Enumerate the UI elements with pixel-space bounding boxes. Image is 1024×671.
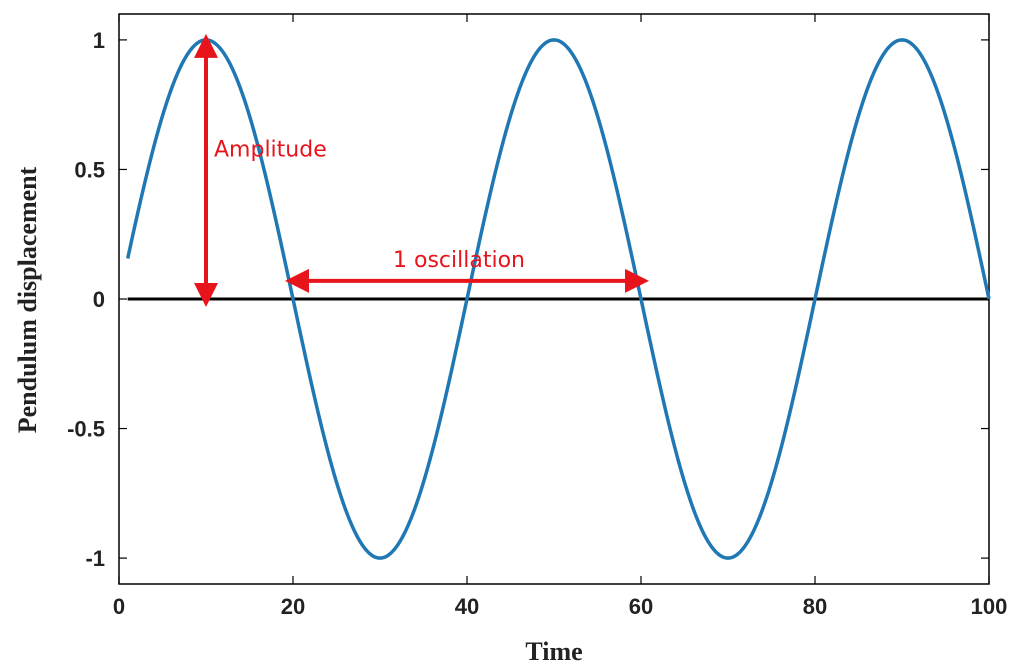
amplitude-label: Amplitude (214, 138, 327, 163)
x-tick-label: 0 (113, 594, 125, 619)
x-tick-label: 40 (455, 594, 479, 619)
y-tick-label: 1 (93, 28, 105, 53)
y-tick-label: 0 (93, 287, 105, 312)
y-axis-title: Pendulum displacement (13, 166, 42, 433)
x-tick-label: 60 (629, 594, 653, 619)
annotations: Amplitude 1 oscillation (194, 33, 649, 307)
x-tick-labels: 0 20 40 60 80 100 (113, 594, 1007, 619)
y-tick-label: 0.5 (74, 157, 105, 182)
x-tick-label: 80 (803, 594, 827, 619)
y-tick-label: -1 (85, 546, 105, 571)
x-tick-label: 100 (971, 594, 1008, 619)
x-tick-label: 20 (281, 594, 305, 619)
y-tick-label: -0.5 (67, 417, 105, 442)
y-tick-labels: 1 0.5 0 -0.5 -1 (67, 28, 105, 571)
series-line (125, 38, 991, 560)
x-axis-title: Time (525, 637, 582, 666)
oscillation-label: 1 oscillation (393, 248, 525, 273)
